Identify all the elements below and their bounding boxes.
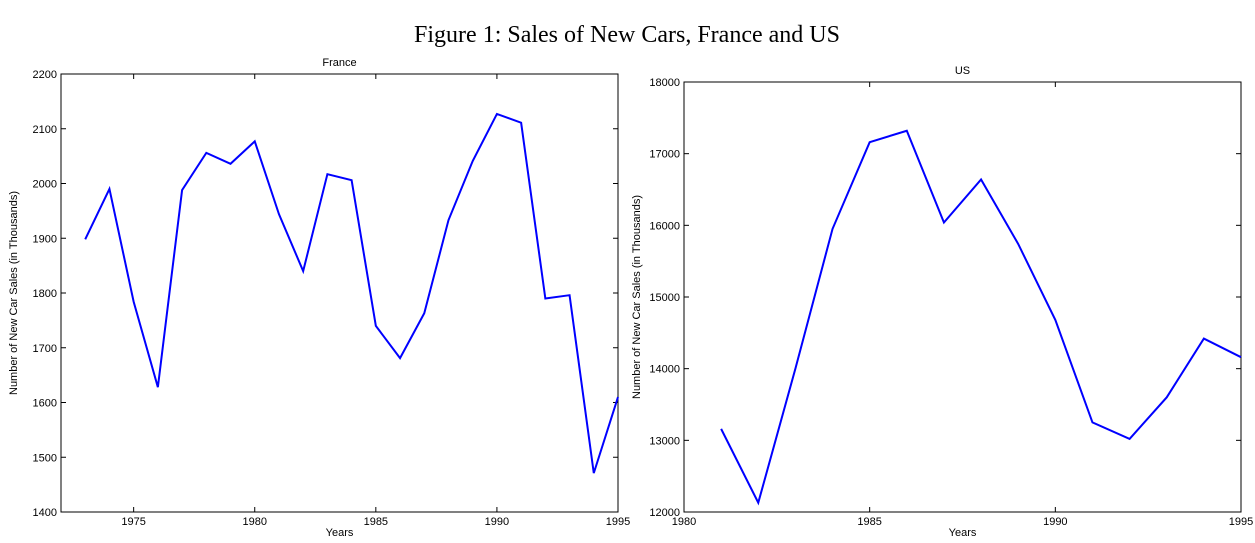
x-axis-label: Years (949, 527, 977, 539)
x-tick-label: 1980 (672, 516, 696, 528)
x-tick-label: 1980 (242, 516, 266, 528)
y-tick-label: 13000 (649, 435, 680, 447)
x-tick-label: 1990 (1043, 516, 1067, 528)
chart-title: France (322, 57, 356, 69)
plot-frame (60, 73, 619, 513)
y-tick-label: 1600 (33, 398, 57, 410)
y-tick-label: 17000 (649, 149, 680, 161)
y-tick-label: 14000 (649, 364, 680, 376)
y-tick-label: 1800 (33, 288, 57, 300)
plot-frame (683, 81, 1242, 513)
figure-title: Figure 1: Sales of New Cars, France and … (414, 22, 840, 48)
x-tick-label: 1985 (857, 516, 881, 528)
y-axis-label: Number of New Car Sales (in Thousands) (631, 195, 643, 399)
y-tick-label: 2100 (33, 124, 57, 136)
x-tick-label: 1975 (121, 516, 145, 528)
x-tick-label: 1995 (606, 516, 630, 528)
x-tick-label: 1990 (485, 516, 509, 528)
y-tick-label: 1400 (33, 507, 57, 519)
y-tick-label: 2200 (33, 69, 57, 81)
y-tick-label: 1900 (33, 233, 57, 245)
y-tick-label: 18000 (649, 77, 680, 89)
data-line (720, 129, 1242, 506)
y-tick-label: 2000 (33, 179, 57, 191)
y-tick-label: 1500 (33, 452, 57, 464)
x-axis-label: Years (326, 527, 354, 539)
y-tick-label: 12000 (649, 507, 680, 519)
chart-title: US (955, 65, 970, 77)
data-line (84, 112, 619, 474)
y-tick-label: 15000 (649, 292, 680, 304)
y-axis-label: Number of New Car Sales (in Thousands) (8, 191, 20, 395)
x-tick-label: 1995 (1229, 516, 1253, 528)
y-tick-label: 16000 (649, 220, 680, 232)
y-tick-label: 1700 (33, 343, 57, 355)
x-tick-label: 1985 (364, 516, 388, 528)
